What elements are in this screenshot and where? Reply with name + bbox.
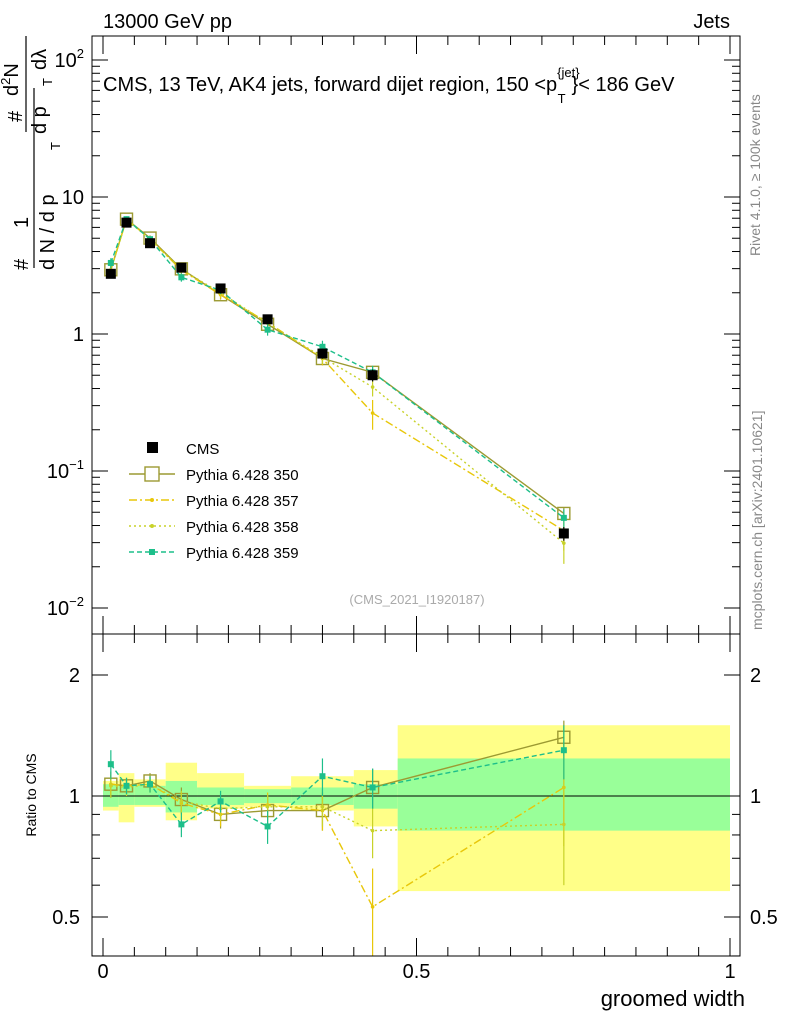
ratio-marker-4 [369,784,376,791]
ratio-marker-4 [217,798,224,805]
ratio-marker-3 [179,799,184,804]
ylabel-t2: T [40,78,55,86]
cms-point [215,283,226,294]
cms-point [367,370,378,381]
ratio-marker-3 [562,822,566,827]
main-ylabel: # 1 d N / d p T # d2N d p T dλ [0,36,63,270]
ratio-marker-4 [264,823,271,830]
legend-cms-label: CMS [186,441,219,458]
chart-title: CMS, 13 TeV, AK4 jets, forward dijet reg… [103,65,675,106]
chart-title-end: }< 186 GeV [572,74,676,96]
cms-point [121,217,132,228]
category-label: Jets [693,11,730,33]
ylabel-dn: d N / d p [37,194,59,270]
ylabel-hash: # [11,258,33,270]
main-marker-4 [264,326,271,333]
legend-marker-2 [150,498,154,502]
ratio-marker-3 [109,784,113,788]
main-marker-4 [107,259,114,266]
analysis-watermark: (CMS_2021_I1920187) [349,592,484,607]
legend-marker-3 [150,524,154,528]
legend-marker-1 [144,466,160,482]
cms-point [558,528,569,539]
chart-title-sub: T [558,91,566,106]
cms-point [262,314,273,325]
x-axis-label: groomed width [601,986,745,1011]
cms-point [145,238,156,249]
ratio-ytick-label-right: 2 [750,665,761,687]
legend-label-2: Pythia 6.428 357 [186,493,299,510]
ylabel-dlambda: dλ [29,49,51,70]
main-marker-4 [319,343,326,350]
ratio-band-inner [134,785,166,805]
main-ytick-label: 10−2 [47,594,84,620]
ratio-marker-4 [319,773,326,780]
main-marker-4 [560,514,567,521]
legend-cms-marker [147,442,158,453]
ratio-marker-4 [147,781,154,788]
cms-point [317,348,328,359]
ratio-ylabel: Ratio to CMS [23,753,39,836]
ratio-marker-4 [107,761,114,768]
ylabel-t1: T [48,142,63,150]
ylabel-one: 1 [11,217,33,228]
ratio-panel: 0.5 0.5 1 1 2 2 [52,633,778,957]
ylabel-d2n: d2N [0,63,23,96]
ratio-ytick-label-right: 0.5 [750,907,778,929]
ylabel-dpt: d p [29,106,51,134]
legend-marker-4 [149,549,155,555]
main-ytick-label: 1 [73,324,84,346]
ratio-ytick-label-right: 1 [750,786,761,808]
ratio-marker-4 [178,821,185,828]
ratio-ytick-label: 0.5 [52,907,80,929]
main-ytick-label: 10−1 [47,457,84,483]
cms-point [176,262,187,273]
x-tick-label: 0 [97,961,108,983]
main-line-2 [110,217,565,532]
main-ytick-label: 10 [62,187,84,209]
ratio-marker-3 [265,805,270,809]
main-marker-3 [370,385,375,389]
ratio-marker-2 [370,905,375,909]
legend: CMS Pythia 6.428 350 Pythia 6.428 357 Pyth… [129,441,299,562]
x-tick-label: 1 [724,961,735,983]
cms-point [105,268,116,279]
legend-label-1: Pythia 6.428 350 [186,467,299,484]
rivet-label: Rivet 4.1.0, ≥ 100k events [747,94,763,256]
energy-label: 13000 GeV pp [103,11,232,33]
x-tick-label: 0.5 [403,961,431,983]
main-marker-2 [370,411,375,415]
mcplots-label: mcplots.cern.ch [arXiv:2401.10621] [749,411,765,630]
ratio-marker-4 [123,782,130,789]
legend-label-4: Pythia 6.428 359 [186,545,299,562]
ylabel-hash-2: # [5,110,27,122]
chart-title-sup: {jet} [557,65,580,80]
ratio-ytick-label: 2 [69,665,80,687]
main-ytick-label: 102 [55,46,84,72]
ratio-marker-4 [560,747,567,754]
legend-label-3: Pythia 6.428 358 [186,519,299,536]
main-panel: 102 10 1 10−1 10−2 [47,35,741,635]
ratio-ytick-label: 1 [69,786,80,808]
main-marker-4 [178,274,185,281]
main-marker-3 [562,541,566,545]
ratio-marker-3 [320,805,325,809]
chart-title-main: CMS, 13 TeV, AK4 jets, forward dijet reg… [103,74,557,96]
ratio-marker-3 [370,828,375,833]
